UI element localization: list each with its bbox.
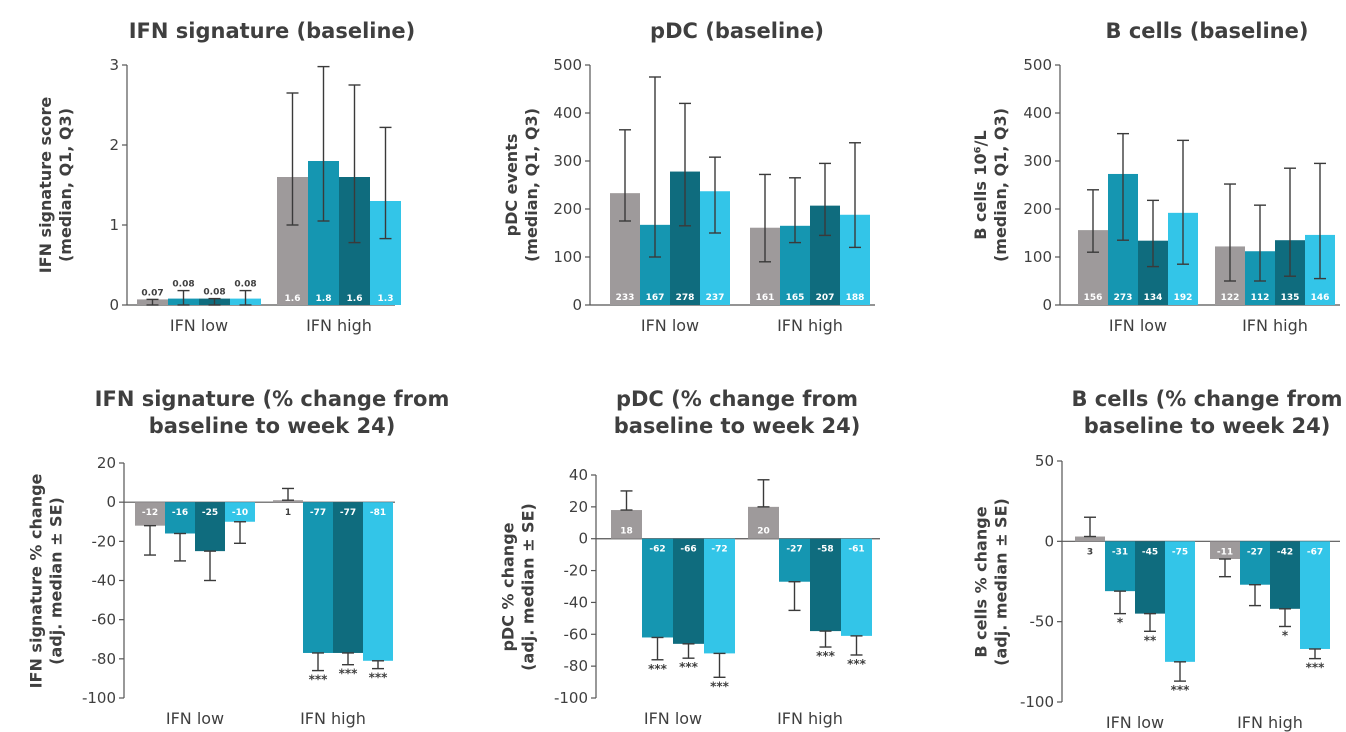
bar [1300, 541, 1330, 649]
x-category-label: IFN low [1106, 713, 1164, 732]
bar-value-label: -42 [1277, 547, 1293, 557]
bar-value-label: -45 [1142, 547, 1158, 557]
bar-value-label: -27 [1247, 547, 1263, 557]
significance-marker: *** [1171, 683, 1191, 697]
significance-marker: * [1117, 616, 1124, 630]
bar-value-label: -75 [1172, 547, 1188, 557]
y-tick-label: -100 [1020, 693, 1054, 711]
y-tick-label: 0 [1044, 532, 1054, 550]
x-category-label: IFN high [1237, 713, 1303, 732]
bar [1075, 537, 1105, 542]
y-tick-label: -50 [1030, 613, 1055, 631]
y-tick-label: 50 [1035, 452, 1054, 470]
significance-marker: * [1282, 628, 1289, 642]
significance-marker: *** [1306, 661, 1326, 675]
significance-marker: ** [1144, 633, 1157, 647]
bar-value-label: -11 [1217, 547, 1233, 557]
bar-value-label: -67 [1307, 547, 1323, 557]
bar-value-label: -31 [1112, 547, 1128, 557]
bar [1165, 541, 1195, 662]
bar-value-label: 3 [1087, 547, 1093, 557]
